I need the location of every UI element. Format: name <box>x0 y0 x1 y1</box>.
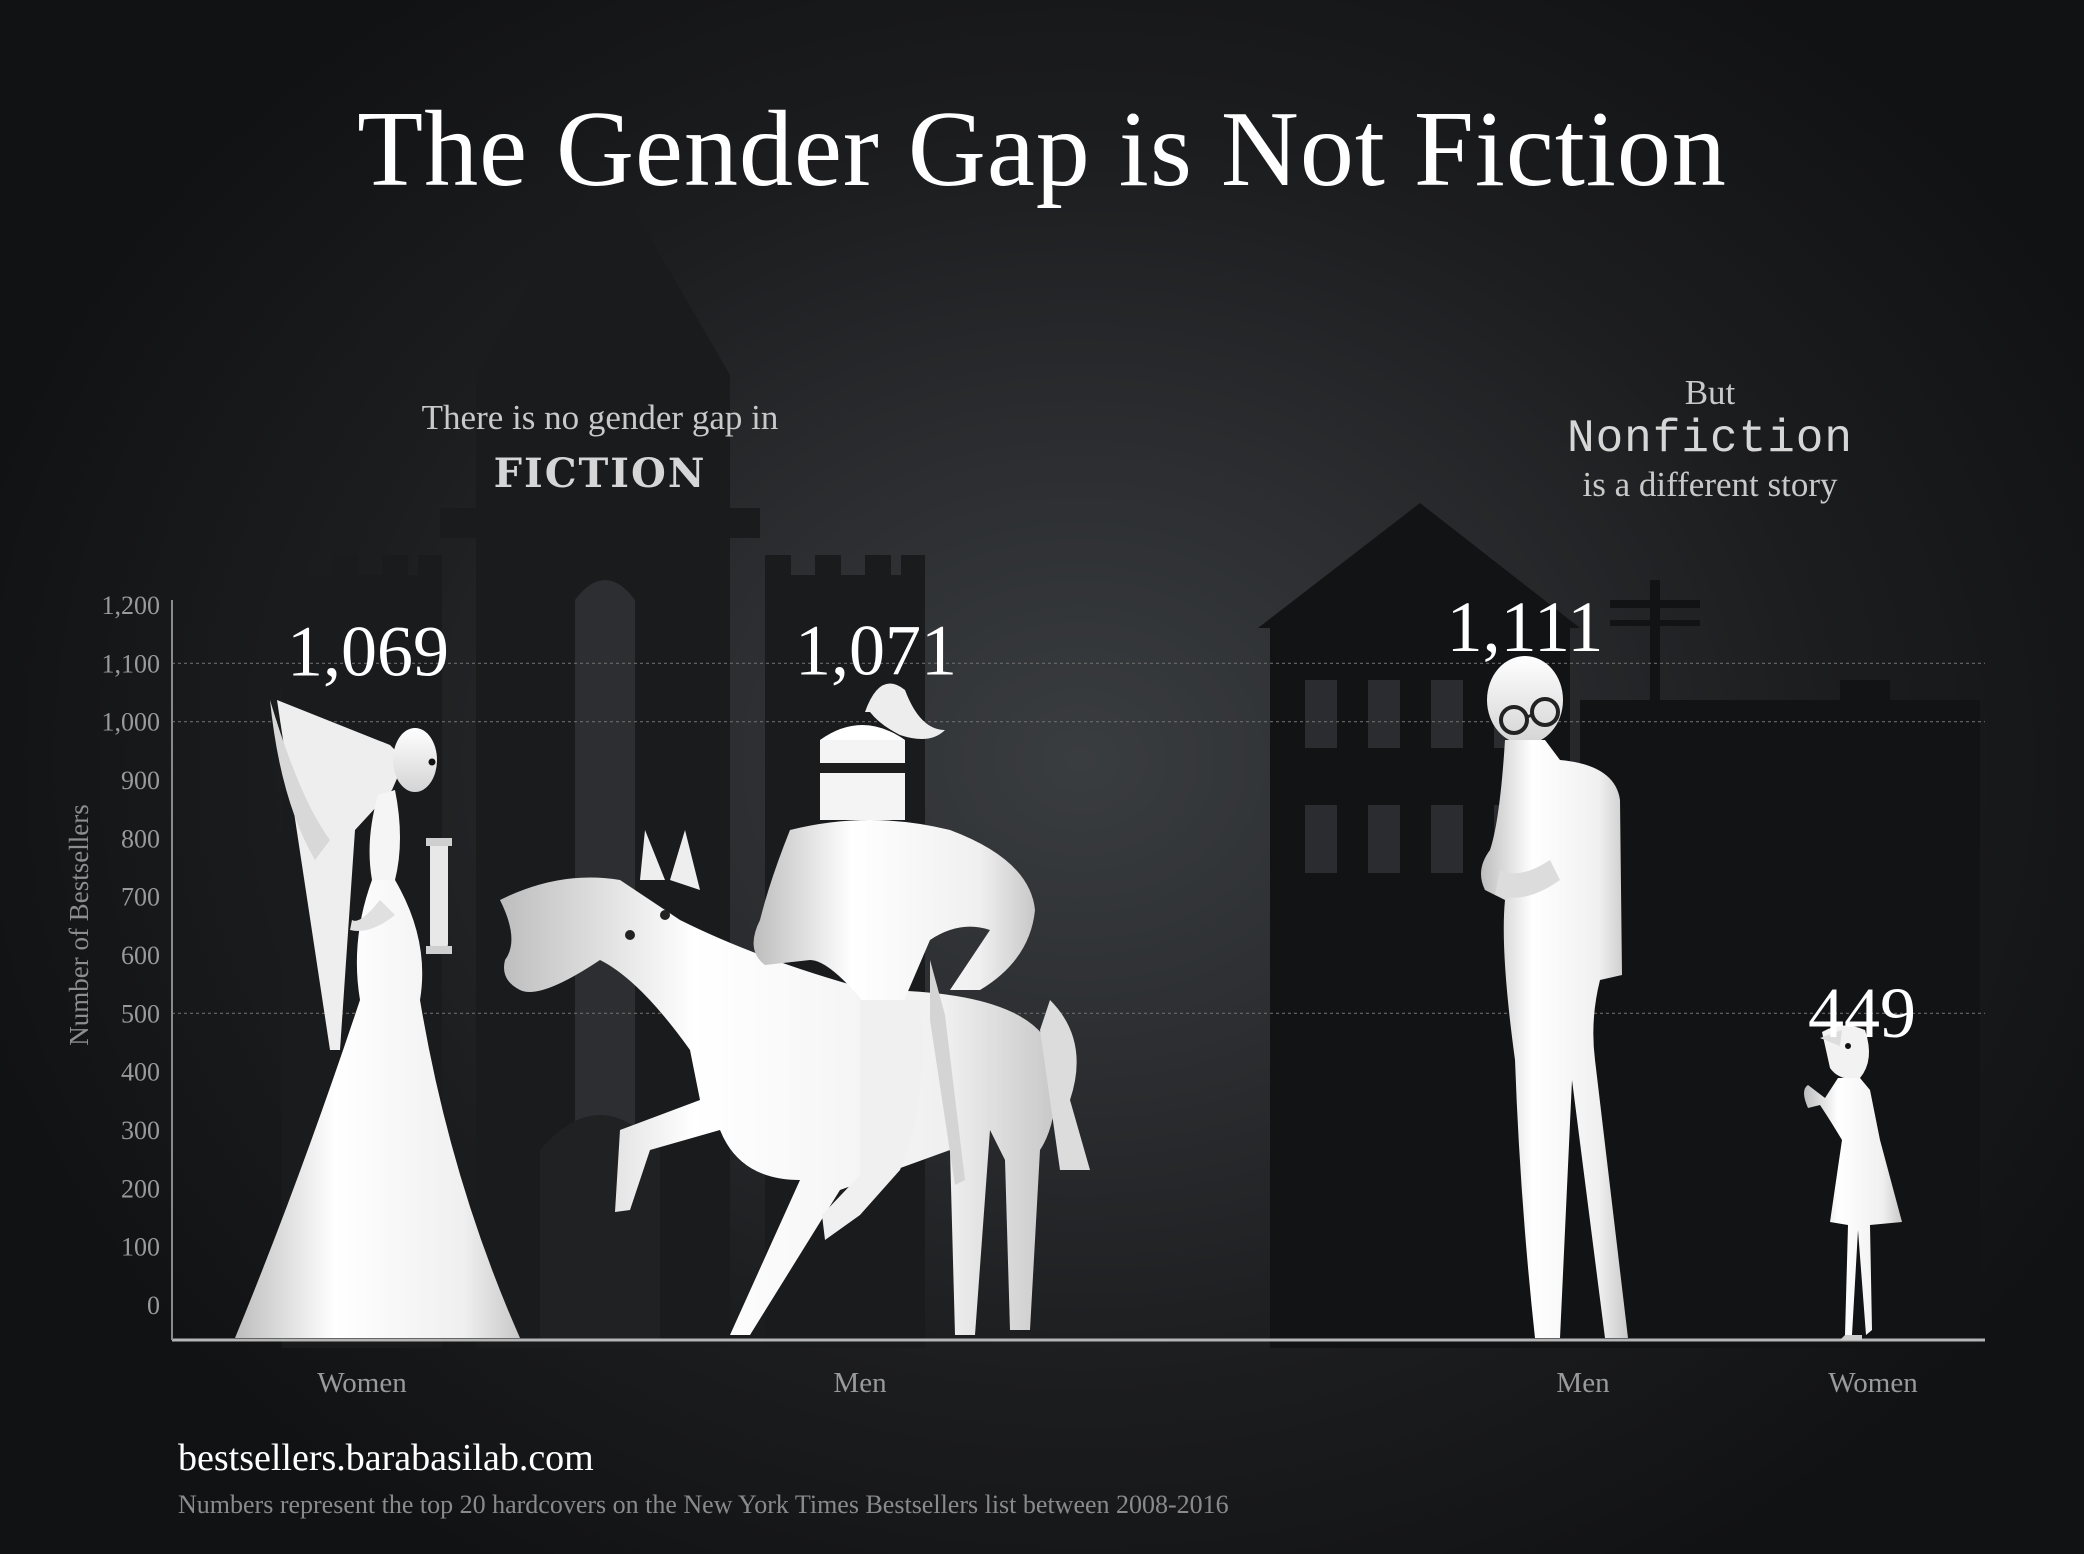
y-tick-label: 200 <box>121 1174 160 1203</box>
girl-figure-icon <box>1804 1025 1902 1340</box>
data-value-label: 1,069 <box>287 611 449 691</box>
fiction-annotation: There is no gender gap in FICTION <box>360 398 840 497</box>
source-note: Numbers represent the top 20 hardcovers … <box>178 1490 1229 1519</box>
y-tick-label: 500 <box>121 999 160 1028</box>
data-value-label: 1,111 <box>1447 587 1604 667</box>
y-tick-label: 400 <box>121 1058 160 1087</box>
fiction-word: FICTION <box>493 450 707 497</box>
y-tick-label: 600 <box>121 941 160 970</box>
nonfiction-annotation: But Nonfiction is a different story <box>1480 370 1940 508</box>
y-tick-label: 1,000 <box>102 708 161 737</box>
x-tick-label: Men <box>833 1367 887 1399</box>
nonfiction-annotation-but: But <box>1684 373 1736 412</box>
y-tick-labels: 0 100 200 300 400 500 600 700 800 900 1,000 1,100 1,… <box>102 591 161 1320</box>
y-tick-label: 1,100 <box>102 649 161 678</box>
x-tick-label: Women <box>1828 1367 1918 1399</box>
y-tick-label: 1,200 <box>102 591 161 620</box>
knight-on-horse-icon <box>500 683 1090 1335</box>
data-value-label: 449 <box>1808 973 1916 1053</box>
page-title: The Gender Gap is Not Fiction <box>357 90 1727 209</box>
grid-lines <box>172 662 1985 1014</box>
y-tick-label: 300 <box>121 1116 160 1145</box>
y-axis-label: Number of Bestsellers <box>64 804 94 1045</box>
y-tick-label: 800 <box>121 824 160 853</box>
source-url: bestsellers.barabasilab.com <box>178 1437 594 1479</box>
data-value-label: 1,071 <box>795 610 957 690</box>
x-tick-label: Men <box>1556 1367 1610 1399</box>
fiction-annotation-text: There is no gender gap in <box>421 398 779 437</box>
x-axis-labels: Women Men Men Women <box>317 1367 1918 1399</box>
lady-figure-icon <box>235 700 520 1338</box>
y-tick-label: 0 <box>147 1291 160 1320</box>
x-tick-label: Women <box>317 1367 407 1399</box>
nonfiction-annotation-text: is a different story <box>1582 465 1838 504</box>
professor-figure-icon <box>1481 656 1628 1338</box>
y-tick-label: 900 <box>121 766 160 795</box>
nonfiction-word: Nonfiction <box>1566 413 1854 465</box>
y-tick-label: 100 <box>121 1233 160 1262</box>
y-tick-label: 700 <box>121 883 160 912</box>
value-labels: 1,069 1,071 1,111 449 <box>287 587 1916 1053</box>
